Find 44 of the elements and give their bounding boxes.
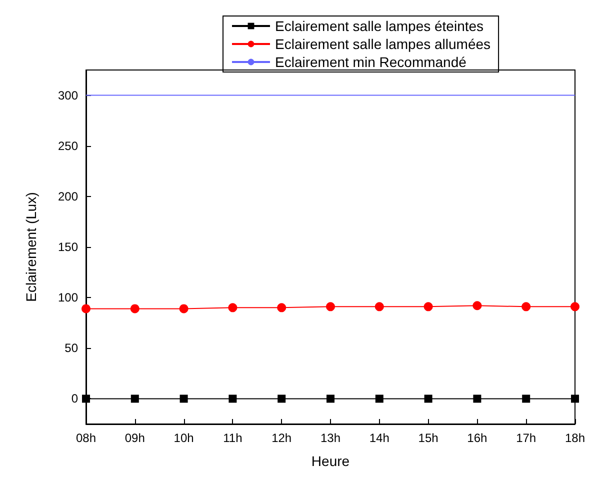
point bbox=[326, 302, 335, 312]
y-tick-label: 0 bbox=[71, 392, 78, 406]
point bbox=[130, 304, 140, 314]
point bbox=[570, 394, 579, 403]
x-tick-label: 16h bbox=[467, 431, 488, 445]
point bbox=[375, 394, 384, 403]
y-tick-label: 150 bbox=[58, 240, 78, 254]
y-tick-label: 300 bbox=[58, 88, 78, 102]
point bbox=[522, 394, 530, 403]
y-tick-label: 50 bbox=[64, 341, 78, 356]
point bbox=[472, 301, 482, 310]
point bbox=[424, 394, 432, 403]
point bbox=[424, 302, 433, 312]
x-tick-label: 10h bbox=[174, 431, 194, 445]
x-tick-label: 18h bbox=[564, 431, 586, 445]
point bbox=[82, 304, 90, 314]
point bbox=[374, 302, 384, 312]
x-tick-label: 17h bbox=[516, 431, 536, 445]
x-tick-label: 14h bbox=[369, 431, 390, 445]
y-tick-label: 200 bbox=[58, 189, 78, 204]
x-tick-label: 11h bbox=[223, 431, 242, 445]
y-tick-label: 100 bbox=[58, 290, 78, 305]
point bbox=[228, 394, 237, 403]
y-axis-title: Eclairement (Lux) bbox=[23, 192, 39, 302]
point bbox=[278, 394, 286, 403]
x-tick-label: 13h bbox=[320, 431, 341, 445]
point bbox=[179, 304, 188, 314]
legend-label: Eclairement salle lampes éteintes bbox=[275, 18, 484, 34]
point bbox=[473, 394, 482, 403]
point bbox=[326, 394, 334, 403]
x-tick-label: 08h bbox=[76, 431, 96, 445]
legend-label: Eclairement min Recommandé bbox=[275, 54, 467, 70]
legend-label: Eclairement salle lampes allumées bbox=[275, 36, 491, 52]
x-tick-label: 15h bbox=[418, 431, 438, 445]
y-tick-label: 250 bbox=[58, 138, 78, 153]
x-tick-label: 12h bbox=[272, 431, 292, 445]
point bbox=[130, 394, 139, 403]
point bbox=[228, 303, 238, 312]
point bbox=[277, 303, 286, 312]
point bbox=[522, 302, 531, 312]
point bbox=[180, 394, 188, 403]
point bbox=[570, 302, 580, 312]
x-axis-title: Heure bbox=[311, 453, 350, 469]
x-tick-label: 09h bbox=[124, 431, 145, 445]
